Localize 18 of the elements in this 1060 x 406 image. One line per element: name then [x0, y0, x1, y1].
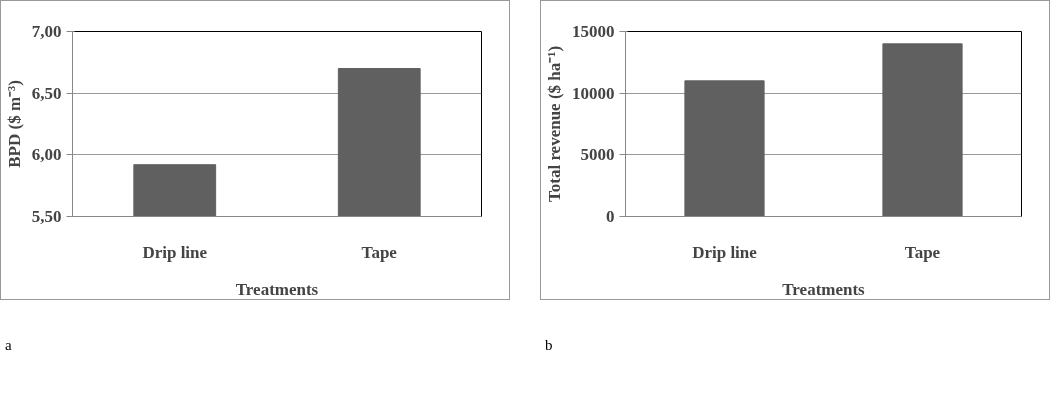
- y-axis-title: BPD ($ m⁻³): [4, 80, 24, 168]
- y-tick-label: 5,50: [31, 207, 62, 226]
- x-tick-label: Drip line: [142, 242, 208, 262]
- y-tick-label: 6,50: [31, 83, 62, 103]
- y-tick-label: 10000: [572, 83, 615, 103]
- text: a: [5, 336, 12, 355]
- x-tick-label: Tape: [904, 242, 941, 262]
- text: b: [545, 336, 553, 355]
- x-axis-title: Treatments: [782, 279, 866, 299]
- x-axis-title: Treatments: [235, 279, 319, 299]
- x-tick-label: Drip line: [692, 242, 758, 262]
- y-axis-title: Total revenue ($ ha⁻¹): [545, 45, 564, 203]
- y-tick-label: 7,00: [31, 22, 62, 41]
- y-tick-label: 6,00: [31, 145, 62, 165]
- y-tick-label: 5000: [580, 145, 615, 165]
- y-tick-label: 15000: [572, 22, 615, 41]
- x-tick-label: Tape: [361, 242, 398, 262]
- y-tick-label: 0: [606, 207, 615, 226]
